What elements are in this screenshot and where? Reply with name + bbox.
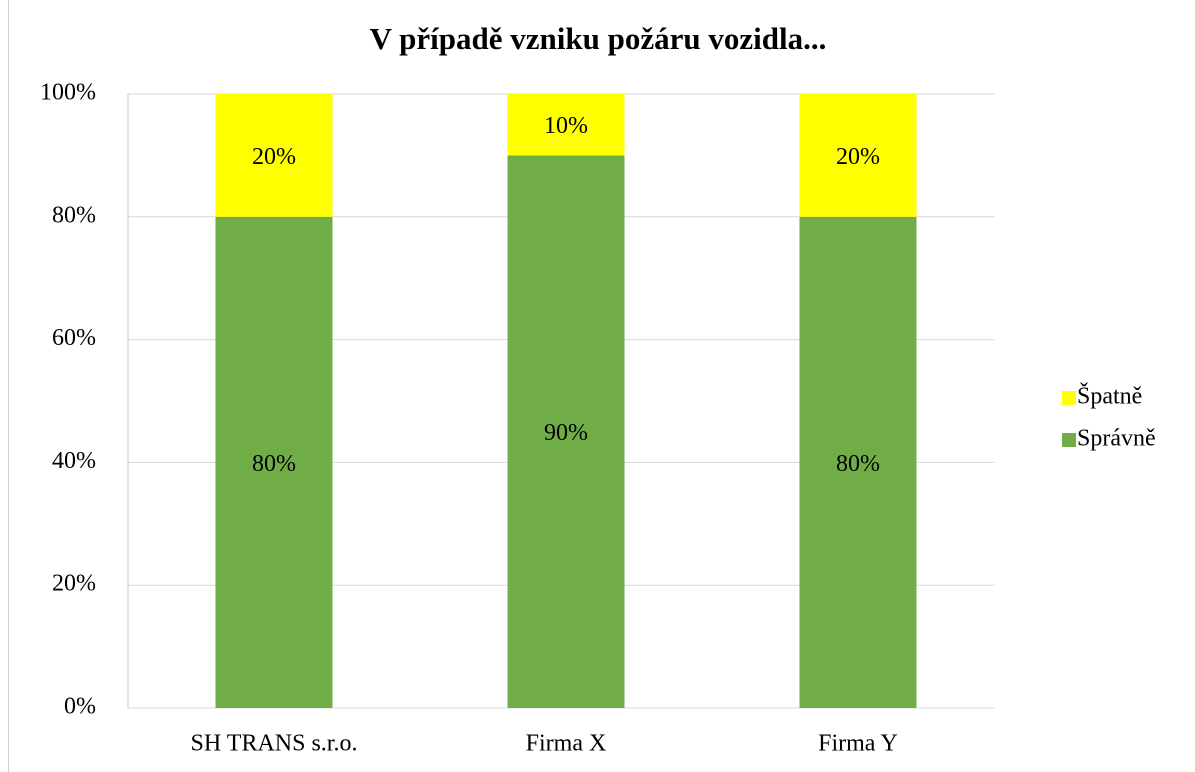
data-label: 80% [252,451,296,477]
bar-segment [799,94,917,217]
legend-label: Špatně [1077,383,1142,410]
legend-label: Správně [1077,426,1156,452]
y-tick-label: 20% [52,571,96,597]
x-tick-label: Firma Y [818,731,898,757]
x-tick-label: Firma X [526,731,607,757]
legend-swatch [1062,433,1076,447]
data-label: 20% [836,144,880,170]
bar-segment [215,216,333,709]
legend-swatch [1062,391,1076,405]
y-tick-label: 100% [40,80,96,106]
y-tick-label: 0% [64,694,96,720]
data-label: 80% [836,451,880,477]
bar-segment [799,216,917,709]
data-label: 10% [544,113,588,139]
y-tick-label: 80% [52,202,96,228]
y-tick-label: 60% [52,325,96,351]
bar-segment [507,94,625,156]
bar-segment [215,94,333,217]
data-label: 90% [544,420,588,446]
y-tick-label: 40% [52,448,96,474]
bar-segment [507,155,625,708]
data-label: 20% [252,144,296,170]
x-tick-label: SH TRANS s.r.o. [191,731,358,757]
chart-title: V případě vzniku požáru vozidla... [370,21,827,56]
